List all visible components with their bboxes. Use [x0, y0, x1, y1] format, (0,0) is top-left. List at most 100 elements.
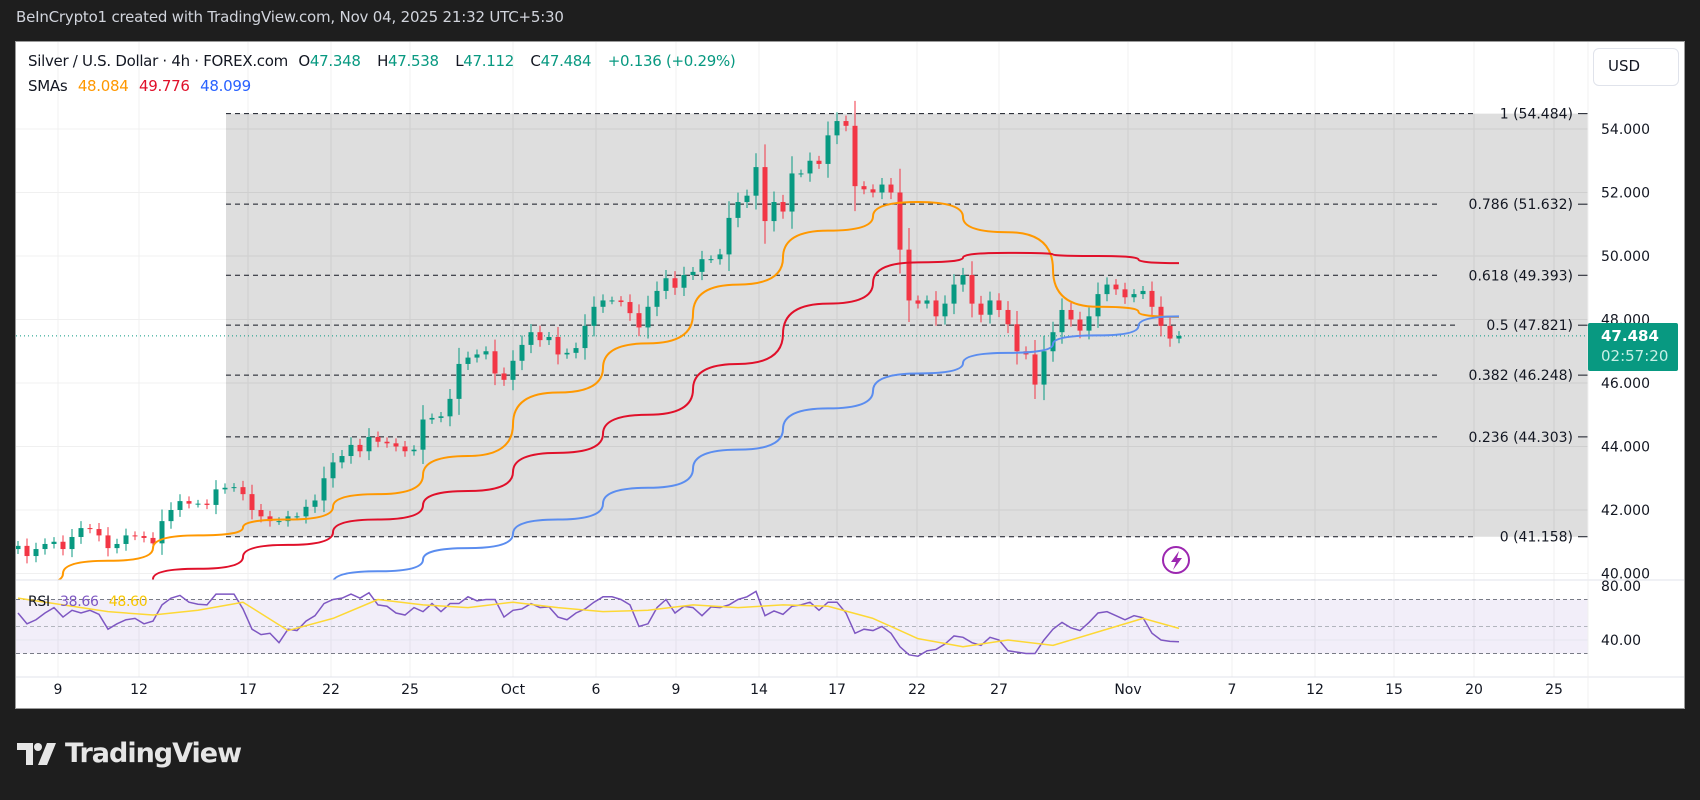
rsi-value: 38.66	[60, 594, 99, 610]
candle-body	[348, 444, 354, 457]
symbol-title[interactable]: Silver / U.S. Dollar · 4h · FOREX.com	[28, 52, 288, 70]
candle-body	[1077, 319, 1083, 331]
price-axis-label: 52.000	[1601, 186, 1650, 202]
lightning-bolt-icon	[1171, 551, 1182, 570]
candle-body	[294, 516, 300, 518]
currency-button[interactable]: USD	[1593, 48, 1679, 86]
candle-body	[654, 290, 660, 307]
candle-body	[78, 528, 84, 537]
sma2-value: 49.776	[138, 77, 190, 95]
sma1-value: 48.084	[77, 77, 129, 95]
candle-body	[726, 217, 732, 255]
time-axis-label: 22	[908, 682, 926, 698]
high-value: 47.538	[388, 52, 439, 70]
last-price: 47.484	[1601, 327, 1659, 345]
time-axis-label: 22	[322, 682, 340, 698]
rsi-legend[interactable]: RSI 38.66 48.60	[28, 594, 153, 610]
time-axis-label: 12	[1306, 682, 1324, 698]
candle-body	[114, 543, 120, 549]
price-axis-label: 44.000	[1601, 440, 1650, 456]
candle-body	[438, 416, 444, 418]
candle-body	[1167, 325, 1173, 339]
candle-body	[825, 135, 831, 164]
candle-body	[267, 516, 273, 522]
candle-body	[1122, 289, 1128, 298]
sma-legend[interactable]: SMAs 48.084 49.776 48.099	[28, 77, 257, 95]
time-axis-label: 9	[672, 682, 681, 698]
candle-body	[789, 173, 795, 212]
candle-body	[186, 501, 192, 504]
candle-body	[213, 489, 219, 505]
time-axis-label: 25	[401, 682, 419, 698]
candle-body	[960, 275, 966, 285]
price-chart[interactable]: 1 (54.484) 0.786 (51.632) 0.618 (49.393) 0.…	[16, 42, 1685, 709]
candle-body	[744, 195, 750, 203]
candle-body	[636, 313, 642, 328]
candle-body	[1140, 290, 1146, 295]
footer-brand[interactable]: TradingView	[17, 738, 242, 769]
chart-credit: BeInCrypto1 created with TradingView.com…	[16, 8, 564, 26]
fib-label: 1 (54.484)	[1500, 107, 1573, 123]
candle-body	[573, 348, 579, 353]
candle-body	[951, 284, 957, 304]
candle-body	[1014, 324, 1020, 352]
candle-body	[1059, 309, 1065, 333]
candle-body	[384, 441, 390, 444]
close-value: 47.484	[540, 52, 592, 70]
price-axis-label: 50.000	[1601, 249, 1650, 265]
candle-body	[141, 536, 147, 538]
candle-body	[231, 487, 237, 489]
candle-body	[690, 271, 696, 276]
candle-body	[240, 487, 246, 495]
candle-body	[456, 363, 462, 399]
lightning-circle-icon	[1162, 546, 1190, 574]
candle-body	[852, 125, 858, 187]
candle-body	[123, 535, 129, 544]
candle-body	[96, 529, 102, 536]
candle-body	[501, 373, 507, 380]
fib-label: 0.786 (51.632)	[1469, 197, 1573, 213]
brand-name: TradingView	[65, 738, 242, 769]
candle-body	[717, 254, 723, 260]
candle-body	[807, 160, 813, 174]
candle-body	[528, 332, 534, 345]
time-axis-label: 17	[828, 682, 846, 698]
price-axis-label: 40.000	[1601, 567, 1650, 583]
candle-body	[582, 325, 588, 349]
time-axis-label: 6	[592, 682, 601, 698]
price-axis-label: 54.000	[1601, 122, 1650, 138]
candle-body	[546, 336, 552, 341]
candle-body	[897, 192, 903, 250]
candle-body	[1068, 309, 1074, 320]
high-label: H	[377, 52, 389, 70]
change-value: +0.136 (+0.29%)	[607, 52, 736, 70]
candle-body	[60, 541, 66, 550]
candle-body	[564, 352, 570, 355]
chart-frame[interactable]: 1 (54.484) 0.786 (51.632) 0.618 (49.393) 0.…	[15, 41, 1685, 709]
candle-body	[420, 419, 426, 450]
time-axis-label: 9	[54, 682, 63, 698]
time-axis-label: Nov	[1114, 682, 1141, 698]
time-axis-label: 17	[239, 682, 257, 698]
time-axis-label: 12	[130, 682, 148, 698]
candle-body	[771, 202, 777, 222]
rsi-ma-value: 48.60	[108, 594, 148, 610]
candle-body	[663, 278, 669, 291]
rsi-label: RSI	[28, 594, 50, 610]
candle-body	[996, 300, 1002, 310]
candle-body	[924, 300, 930, 304]
candle-body	[555, 336, 561, 355]
candle-body	[222, 487, 228, 490]
symbol-legend: Silver / U.S. Dollar · 4h · FOREX.com O4…	[28, 52, 741, 70]
sma3-value: 48.099	[200, 77, 251, 95]
candle-body	[1005, 309, 1011, 325]
sma-line-1	[56, 201, 1180, 580]
candle-body	[51, 541, 57, 544]
candle-body	[1131, 294, 1137, 298]
candle-body	[492, 351, 498, 374]
candle-body	[969, 275, 975, 304]
candle-body	[978, 303, 984, 315]
candle-body	[600, 300, 606, 307]
candle-body	[375, 436, 381, 442]
candle-body	[42, 543, 48, 550]
